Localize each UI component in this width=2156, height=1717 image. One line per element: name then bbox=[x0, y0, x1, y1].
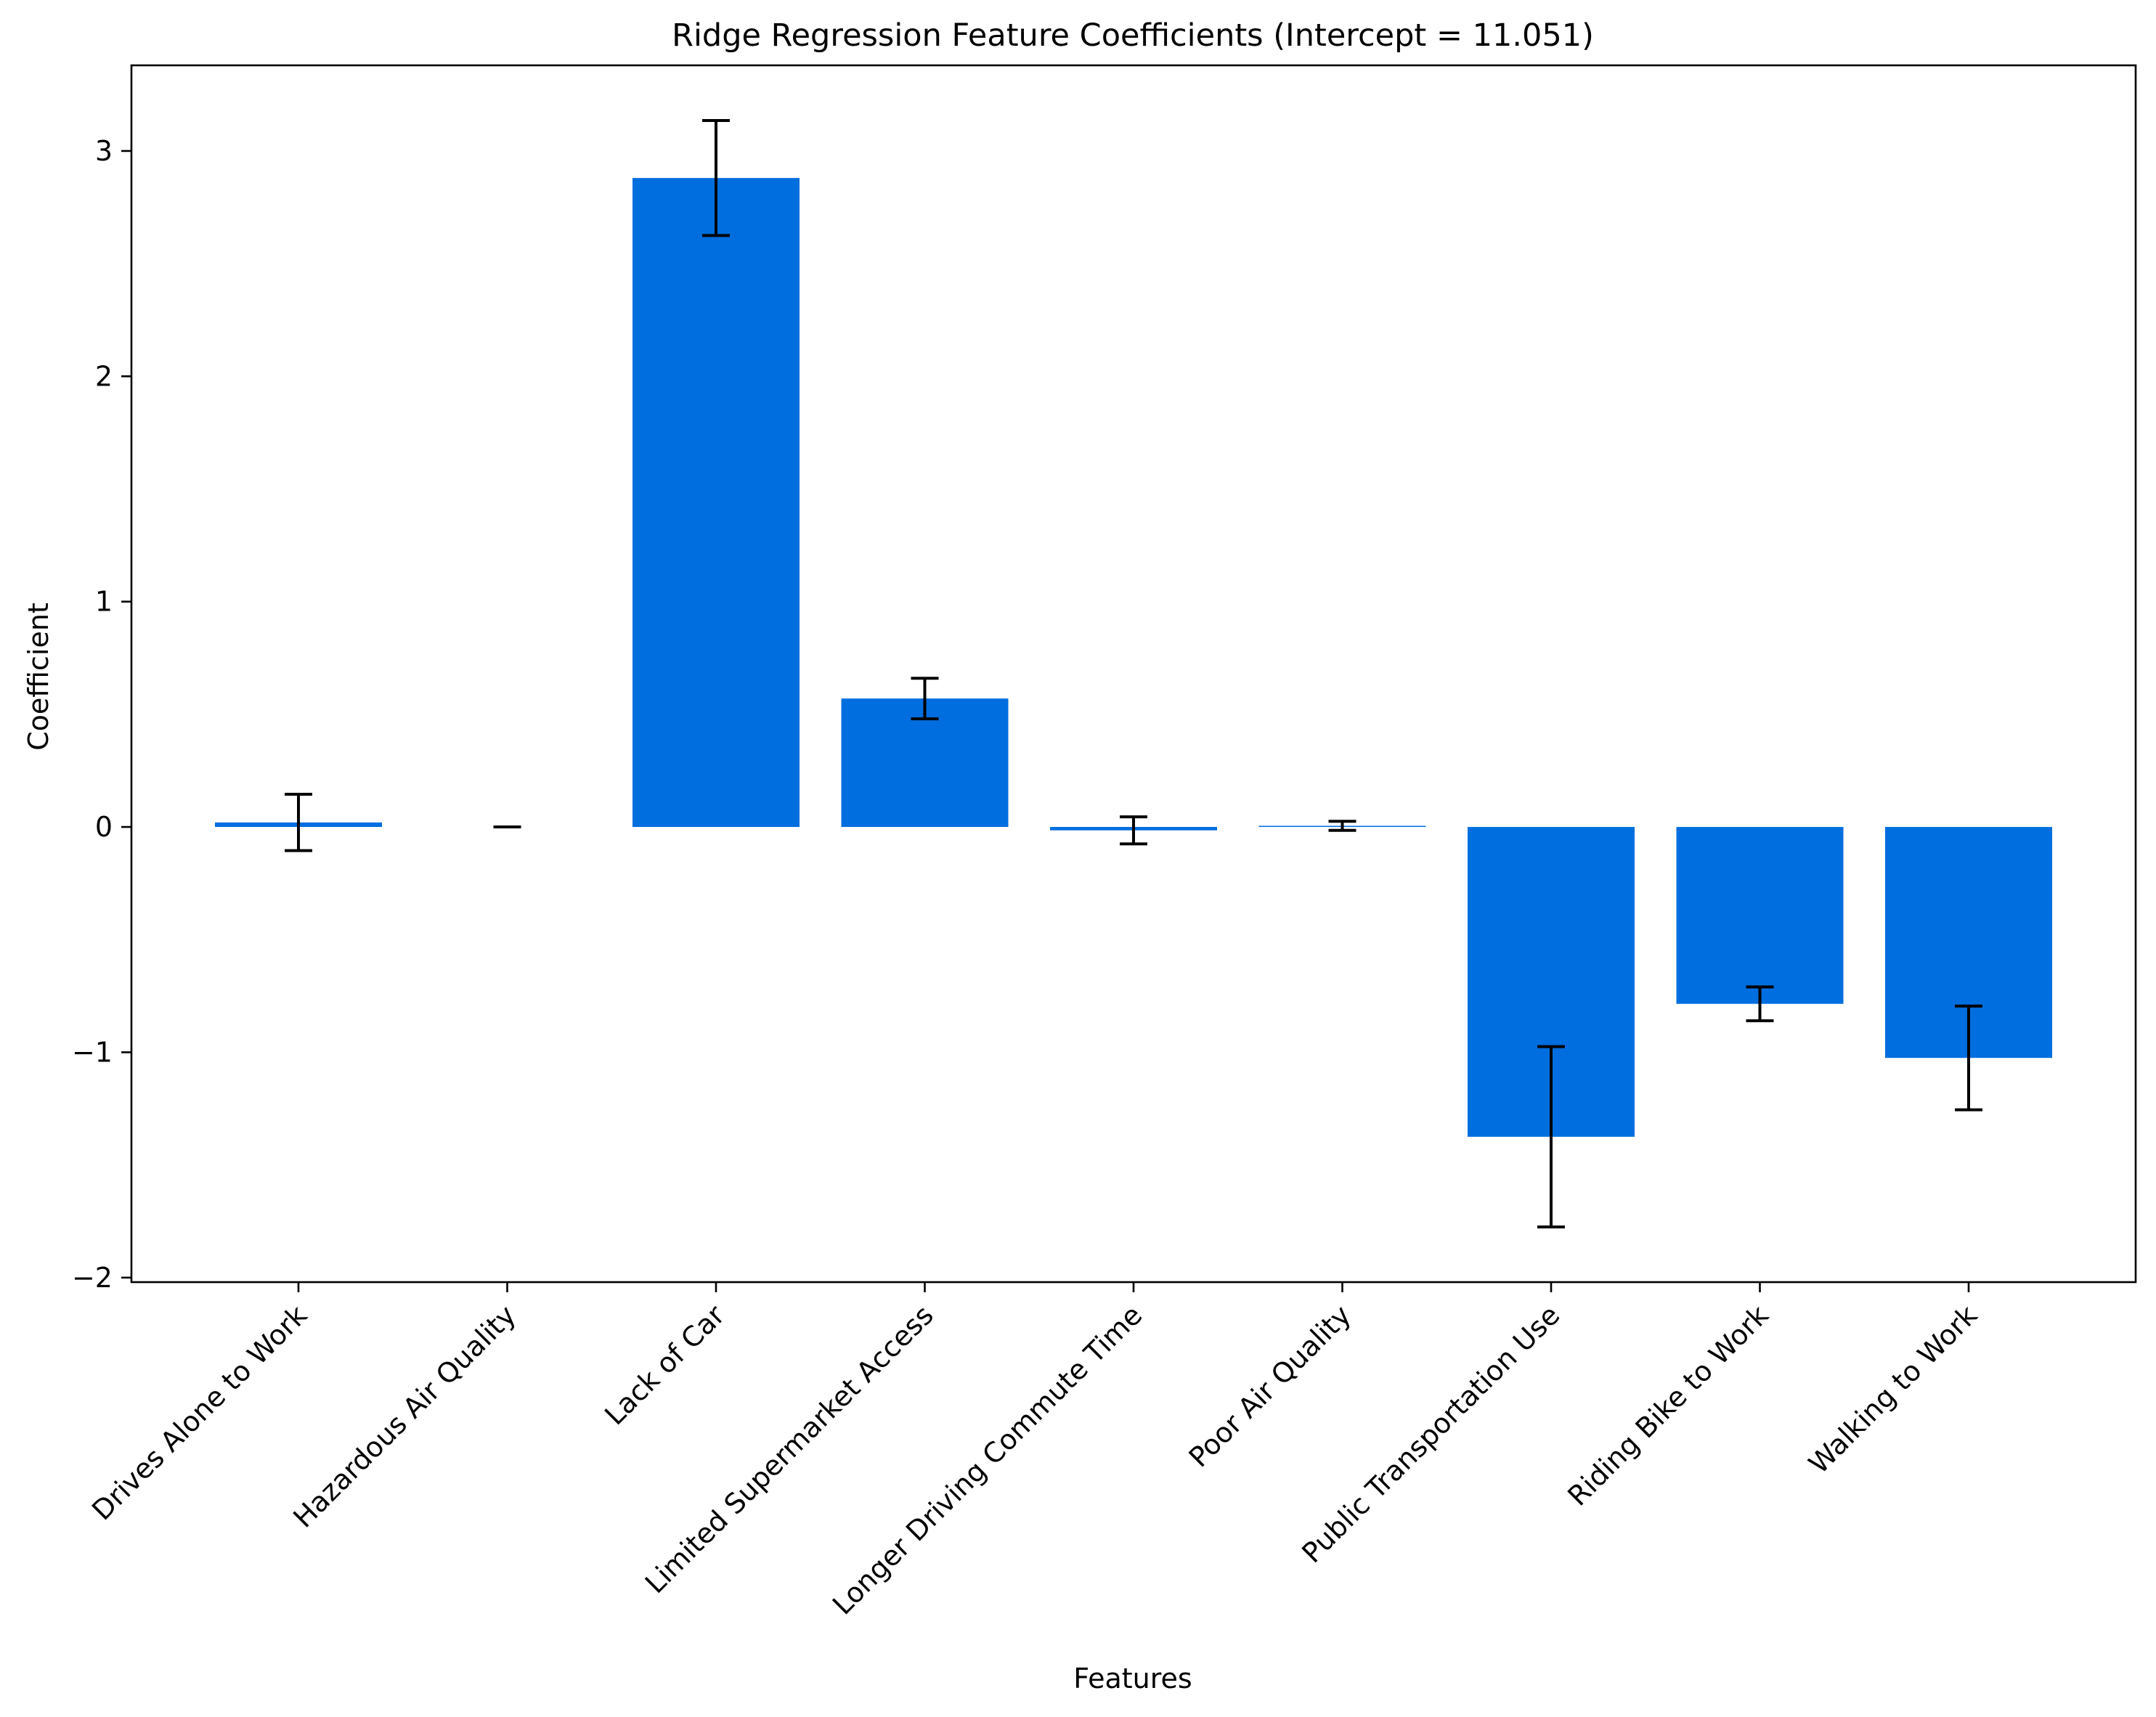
y-tick-label: 1 bbox=[95, 586, 113, 618]
plot-area bbox=[215, 119, 2052, 1228]
y-tick-label: 2 bbox=[95, 360, 113, 392]
error-bar bbox=[1537, 1045, 1565, 1228]
y-axis: −2 −1 0 1 2 3 bbox=[72, 135, 131, 1294]
y-tick-label: −1 bbox=[72, 1036, 113, 1068]
error-bar bbox=[1746, 985, 1774, 1022]
error-bar bbox=[1328, 820, 1356, 832]
y-tick-label: −2 bbox=[72, 1262, 113, 1294]
x-axis-label: Features bbox=[1073, 1663, 1192, 1694]
axes-frame bbox=[130, 64, 2137, 1284]
chart-title: Ridge Regression Feature Coefficients (I… bbox=[672, 17, 1594, 54]
error-bar bbox=[1955, 1004, 1982, 1112]
error-bar bbox=[285, 793, 312, 852]
error-bar bbox=[702, 119, 730, 237]
y-axis-label: Coefficient bbox=[23, 603, 54, 751]
y-tick-label: 0 bbox=[95, 811, 113, 843]
y-tick-label: 3 bbox=[95, 135, 113, 167]
error-bar bbox=[1120, 815, 1147, 846]
bar bbox=[632, 178, 800, 828]
error-bar bbox=[911, 677, 939, 721]
bar bbox=[1676, 827, 1844, 1004]
